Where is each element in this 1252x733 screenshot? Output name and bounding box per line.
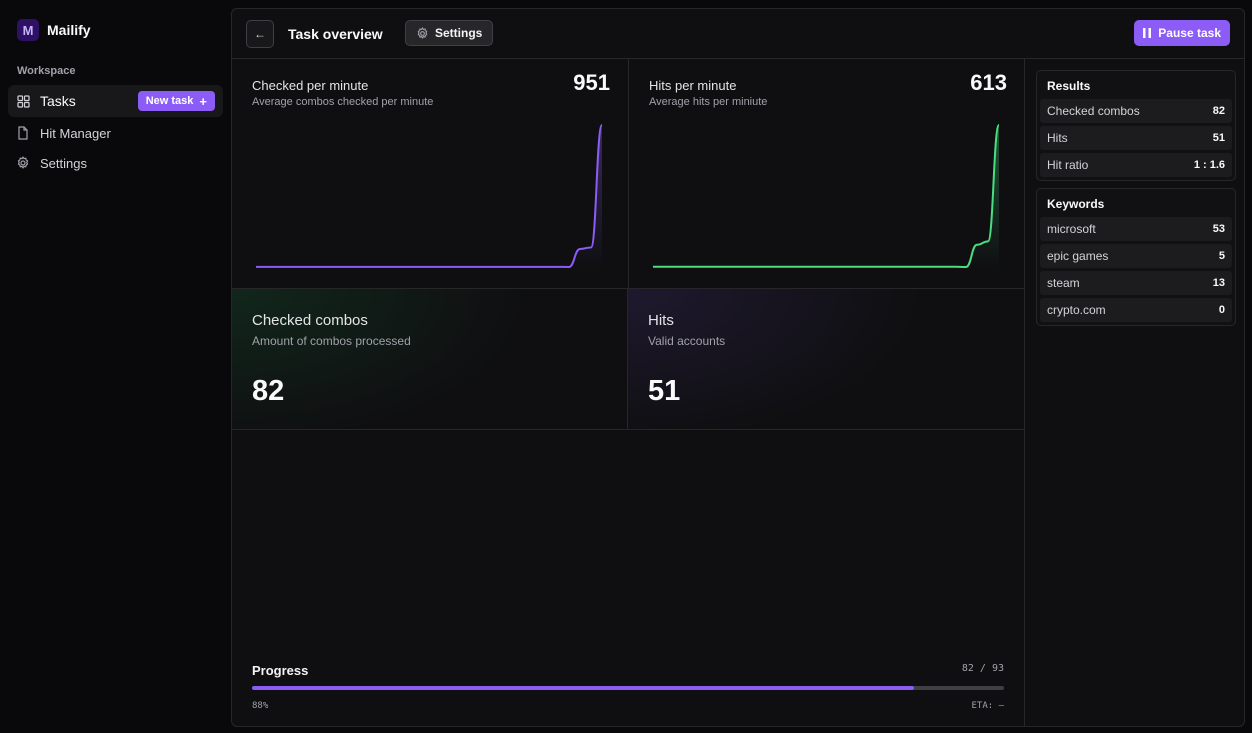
card-subtitle: Amount of combos processed	[252, 334, 411, 348]
result-label: Hits	[1047, 131, 1068, 145]
series-line	[256, 124, 603, 269]
progress-count: 82 / 93	[961, 663, 1004, 674]
result-label: Checked combos	[1047, 104, 1140, 118]
gear-icon	[416, 26, 429, 40]
keyword-label: epic games	[1047, 249, 1109, 263]
keyword-value: 13	[1212, 277, 1225, 289]
result-value: 82	[1212, 105, 1225, 117]
progress-fill	[252, 686, 914, 690]
grid-icon	[16, 94, 30, 108]
series-line	[652, 124, 1000, 269]
hits-per-minute-card: Hits per minute Average hits per miniute…	[629, 59, 1025, 289]
pause-task-button[interactable]: Pause task	[1134, 20, 1230, 46]
new-task-label: New task	[145, 95, 194, 107]
checked-per-minute-chart	[256, 124, 603, 269]
brand[interactable]: M Mailify	[17, 19, 91, 41]
card-value: 82	[252, 375, 285, 407]
progress-percent: 88%	[252, 701, 269, 711]
chart-area	[653, 125, 999, 267]
plus-icon: +	[199, 93, 207, 109]
results-panel: Results Checked combos 82 Hits 51 Hit ratio 1…	[1036, 70, 1236, 181]
checked-per-minute-card: Checked per minute Average combos checke…	[232, 59, 629, 289]
task-settings-button[interactable]: Settings	[405, 20, 494, 46]
brand-name: Mailify	[47, 22, 91, 38]
stats-content: Checked per minute Average combos checke…	[232, 59, 1025, 726]
result-row: Checked combos 82	[1040, 99, 1232, 123]
card-subtitle: Average combos checked per minute	[252, 96, 434, 108]
hits-card: Hits Valid accounts 51	[628, 289, 1025, 430]
sidebar-item-label: Hit Manager	[40, 125, 111, 141]
checked-combos-card: Checked combos Amount of combos processe…	[232, 289, 628, 430]
results-title: Results	[1047, 79, 1091, 93]
sidebar-item-hit-manager[interactable]: Hit Manager	[8, 117, 223, 149]
keyword-label: microsoft	[1047, 222, 1096, 236]
card-subtitle: Valid accounts	[648, 334, 726, 348]
card-title: Hits	[648, 312, 674, 329]
chart-area	[256, 125, 602, 267]
settings-label: Settings	[435, 26, 483, 40]
new-task-button[interactable]: New task +	[137, 91, 215, 111]
gear-icon	[16, 156, 30, 170]
sidebar-item-settings[interactable]: Settings	[8, 147, 223, 179]
card-value: 51	[648, 375, 681, 407]
progress-bar	[252, 686, 1004, 690]
pause-label: Pause task	[1158, 26, 1221, 40]
result-value: 1 : 1.6	[1193, 159, 1225, 171]
card-value: 613	[970, 70, 1007, 95]
result-row: Hit ratio 1 : 1.6	[1040, 153, 1232, 177]
sidebar-item-label: Settings	[40, 155, 87, 171]
result-row: Hits 51	[1040, 126, 1232, 150]
result-value: 51	[1212, 132, 1225, 144]
back-button[interactable]: ←	[246, 20, 274, 48]
card-value: 951	[573, 70, 610, 95]
keyword-row: epic games 5	[1040, 244, 1232, 268]
keyword-row: microsoft 53	[1040, 217, 1232, 241]
progress-eta: ETA: —	[971, 701, 1004, 711]
arrow-left-icon: ←	[254, 27, 266, 41]
keyword-row: crypto.com 0	[1040, 298, 1232, 322]
sidebar-item-label: Tasks	[40, 93, 76, 109]
page-title: Task overview	[288, 26, 383, 42]
keywords-title: Keywords	[1047, 197, 1105, 211]
card-title: Hits per minute	[649, 78, 737, 93]
card-subtitle: Average hits per miniute	[649, 96, 768, 108]
keyword-label: crypto.com	[1047, 303, 1106, 317]
keyword-label: steam	[1047, 276, 1080, 290]
brand-logo: M	[17, 19, 39, 41]
card-title: Checked per minute	[252, 78, 369, 93]
keyword-value: 0	[1218, 304, 1225, 316]
result-label: Hit ratio	[1047, 158, 1089, 172]
top-bar: ← Task overview Settings Pause task	[232, 9, 1244, 59]
sidebar: M Mailify Workspace Tasks New task + Hit…	[0, 0, 230, 733]
task-overview-panel: ← Task overview Settings Pause task Chec…	[231, 8, 1245, 727]
card-title: Checked combos	[252, 312, 368, 329]
section-label-workspace: Workspace	[17, 65, 76, 77]
file-icon	[16, 126, 30, 140]
keyword-value: 5	[1218, 250, 1225, 262]
sidebar-item-tasks[interactable]: Tasks New task +	[8, 85, 223, 117]
pause-icon	[1143, 28, 1152, 38]
keywords-panel: Keywords microsoft 53 epic games 5 steam 13 cr…	[1036, 188, 1236, 326]
hits-per-minute-chart	[652, 124, 1000, 269]
progress-label: Progress	[252, 663, 309, 678]
keyword-row: steam 13	[1040, 271, 1232, 295]
keyword-value: 53	[1212, 223, 1225, 235]
